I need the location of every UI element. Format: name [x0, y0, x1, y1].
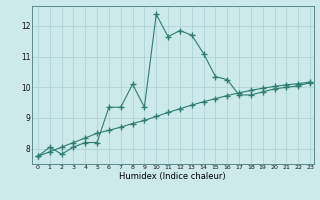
X-axis label: Humidex (Indice chaleur): Humidex (Indice chaleur) — [119, 172, 226, 181]
